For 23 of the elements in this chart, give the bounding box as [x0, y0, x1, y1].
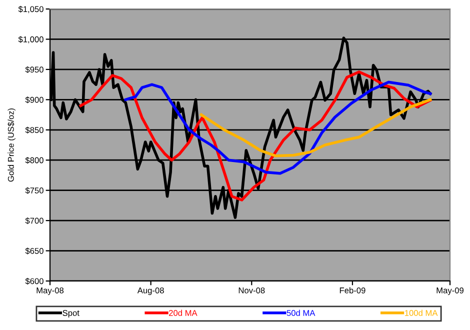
y-tick-label: $900	[25, 96, 44, 104]
legend-label: 20d MA	[169, 310, 198, 316]
y-tick-label: $700	[25, 217, 44, 224]
y-tick-label: $850	[25, 126, 44, 134]
y-tick-label: $1,000	[18, 36, 44, 44]
legend-label: 100d MA	[405, 310, 438, 316]
line-series	[124, 80, 432, 175]
line-series	[79, 70, 432, 202]
x-tick-label: Aug-08	[137, 287, 164, 296]
line-series	[200, 98, 432, 158]
x-tick-label: Feb-09	[340, 287, 366, 294]
y-tick-label: $650	[25, 248, 44, 254]
y-tick-label: $1,050	[18, 6, 44, 14]
legend-label: 50d MA	[286, 310, 316, 316]
y-axis-title: Gold Price (US$/oz)	[8, 108, 16, 182]
y-tick-label: $750	[25, 187, 44, 194]
y-tick-label: $800	[25, 156, 44, 164]
y-tick-label: $950	[25, 66, 44, 74]
x-tick-label: Nov-08	[238, 287, 265, 294]
x-tick-label: May-08	[36, 287, 64, 296]
legend-label: Spot	[62, 310, 80, 318]
x-tick-label: May-09	[436, 287, 464, 296]
y-tick-label: $600	[25, 278, 44, 285]
